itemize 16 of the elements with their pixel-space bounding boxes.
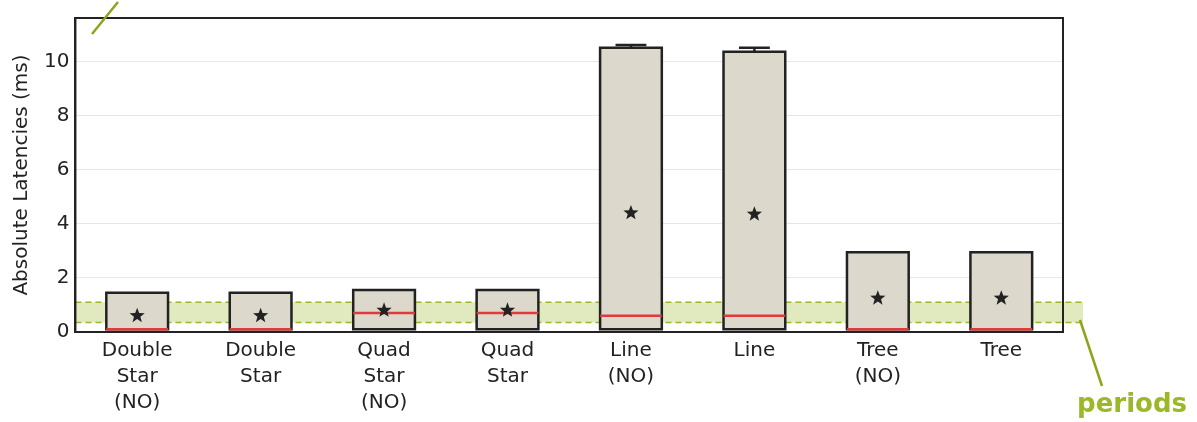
- y-tick-label: 10: [44, 47, 70, 72]
- x-tick-label: Double Star (NO): [101, 337, 173, 414]
- x-tick-label: Line (NO): [607, 337, 655, 388]
- x-tick-label: Double Star: [225, 337, 297, 388]
- y-tick-label: 0: [56, 318, 70, 343]
- x-tick-label: Line: [733, 337, 776, 362]
- y-tick-label: 6: [56, 155, 70, 180]
- x-tick-label: Quad Star: [480, 337, 535, 388]
- band-label: periods: [1077, 387, 1187, 418]
- y-tick-label: 2: [56, 264, 70, 289]
- y-axis-title: Absolute Latencies (ms): [8, 54, 33, 296]
- x-tick-label: Tree (NO): [854, 337, 901, 388]
- y-tick-label: 4: [56, 209, 70, 234]
- x-tick-label: Quad Star (NO): [357, 337, 411, 414]
- x-tick-label: Tree: [979, 337, 1023, 362]
- y-tick-label: 8: [56, 101, 70, 126]
